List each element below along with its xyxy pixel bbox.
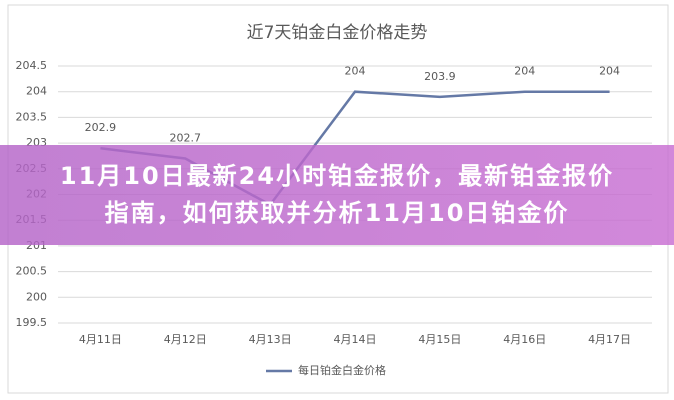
y-tick-label: 200.5 xyxy=(16,265,48,278)
data-label: 204 xyxy=(599,65,620,78)
banner: 11月10日最新24小时铂金报价，最新铂金报价指南，如何获取并分析11月10日铂… xyxy=(0,145,674,245)
data-label: 204 xyxy=(514,65,535,78)
x-tick-label: 4月17日 xyxy=(588,333,631,346)
x-tick-label: 4月14日 xyxy=(334,333,377,346)
y-tick-label: 204 xyxy=(26,85,47,98)
data-label: 203.9 xyxy=(424,70,456,83)
x-tick-label: 4月13日 xyxy=(249,333,292,346)
chart-title: 近7天铂金白金价格走势 xyxy=(247,23,428,43)
y-tick-label: 204.5 xyxy=(16,59,48,72)
data-label: 202.7 xyxy=(170,132,202,145)
data-label: 202.9 xyxy=(85,121,117,134)
x-tick-label: 4月16日 xyxy=(503,333,546,346)
data-label: 204 xyxy=(345,65,366,78)
x-tick-label: 4月12日 xyxy=(164,333,207,346)
y-tick-label: 199.5 xyxy=(16,316,48,329)
y-tick-label: 200 xyxy=(26,290,47,303)
x-tick-label: 4月11日 xyxy=(79,333,122,346)
banner-title: 11月10日最新24小时铂金报价，最新铂金报价指南，如何获取并分析11月10日铂… xyxy=(59,162,615,227)
y-tick-label: 203.5 xyxy=(16,110,48,123)
x-tick-label: 4月15日 xyxy=(418,333,461,346)
legend-label: 每日铂金白金价格 xyxy=(298,363,386,377)
